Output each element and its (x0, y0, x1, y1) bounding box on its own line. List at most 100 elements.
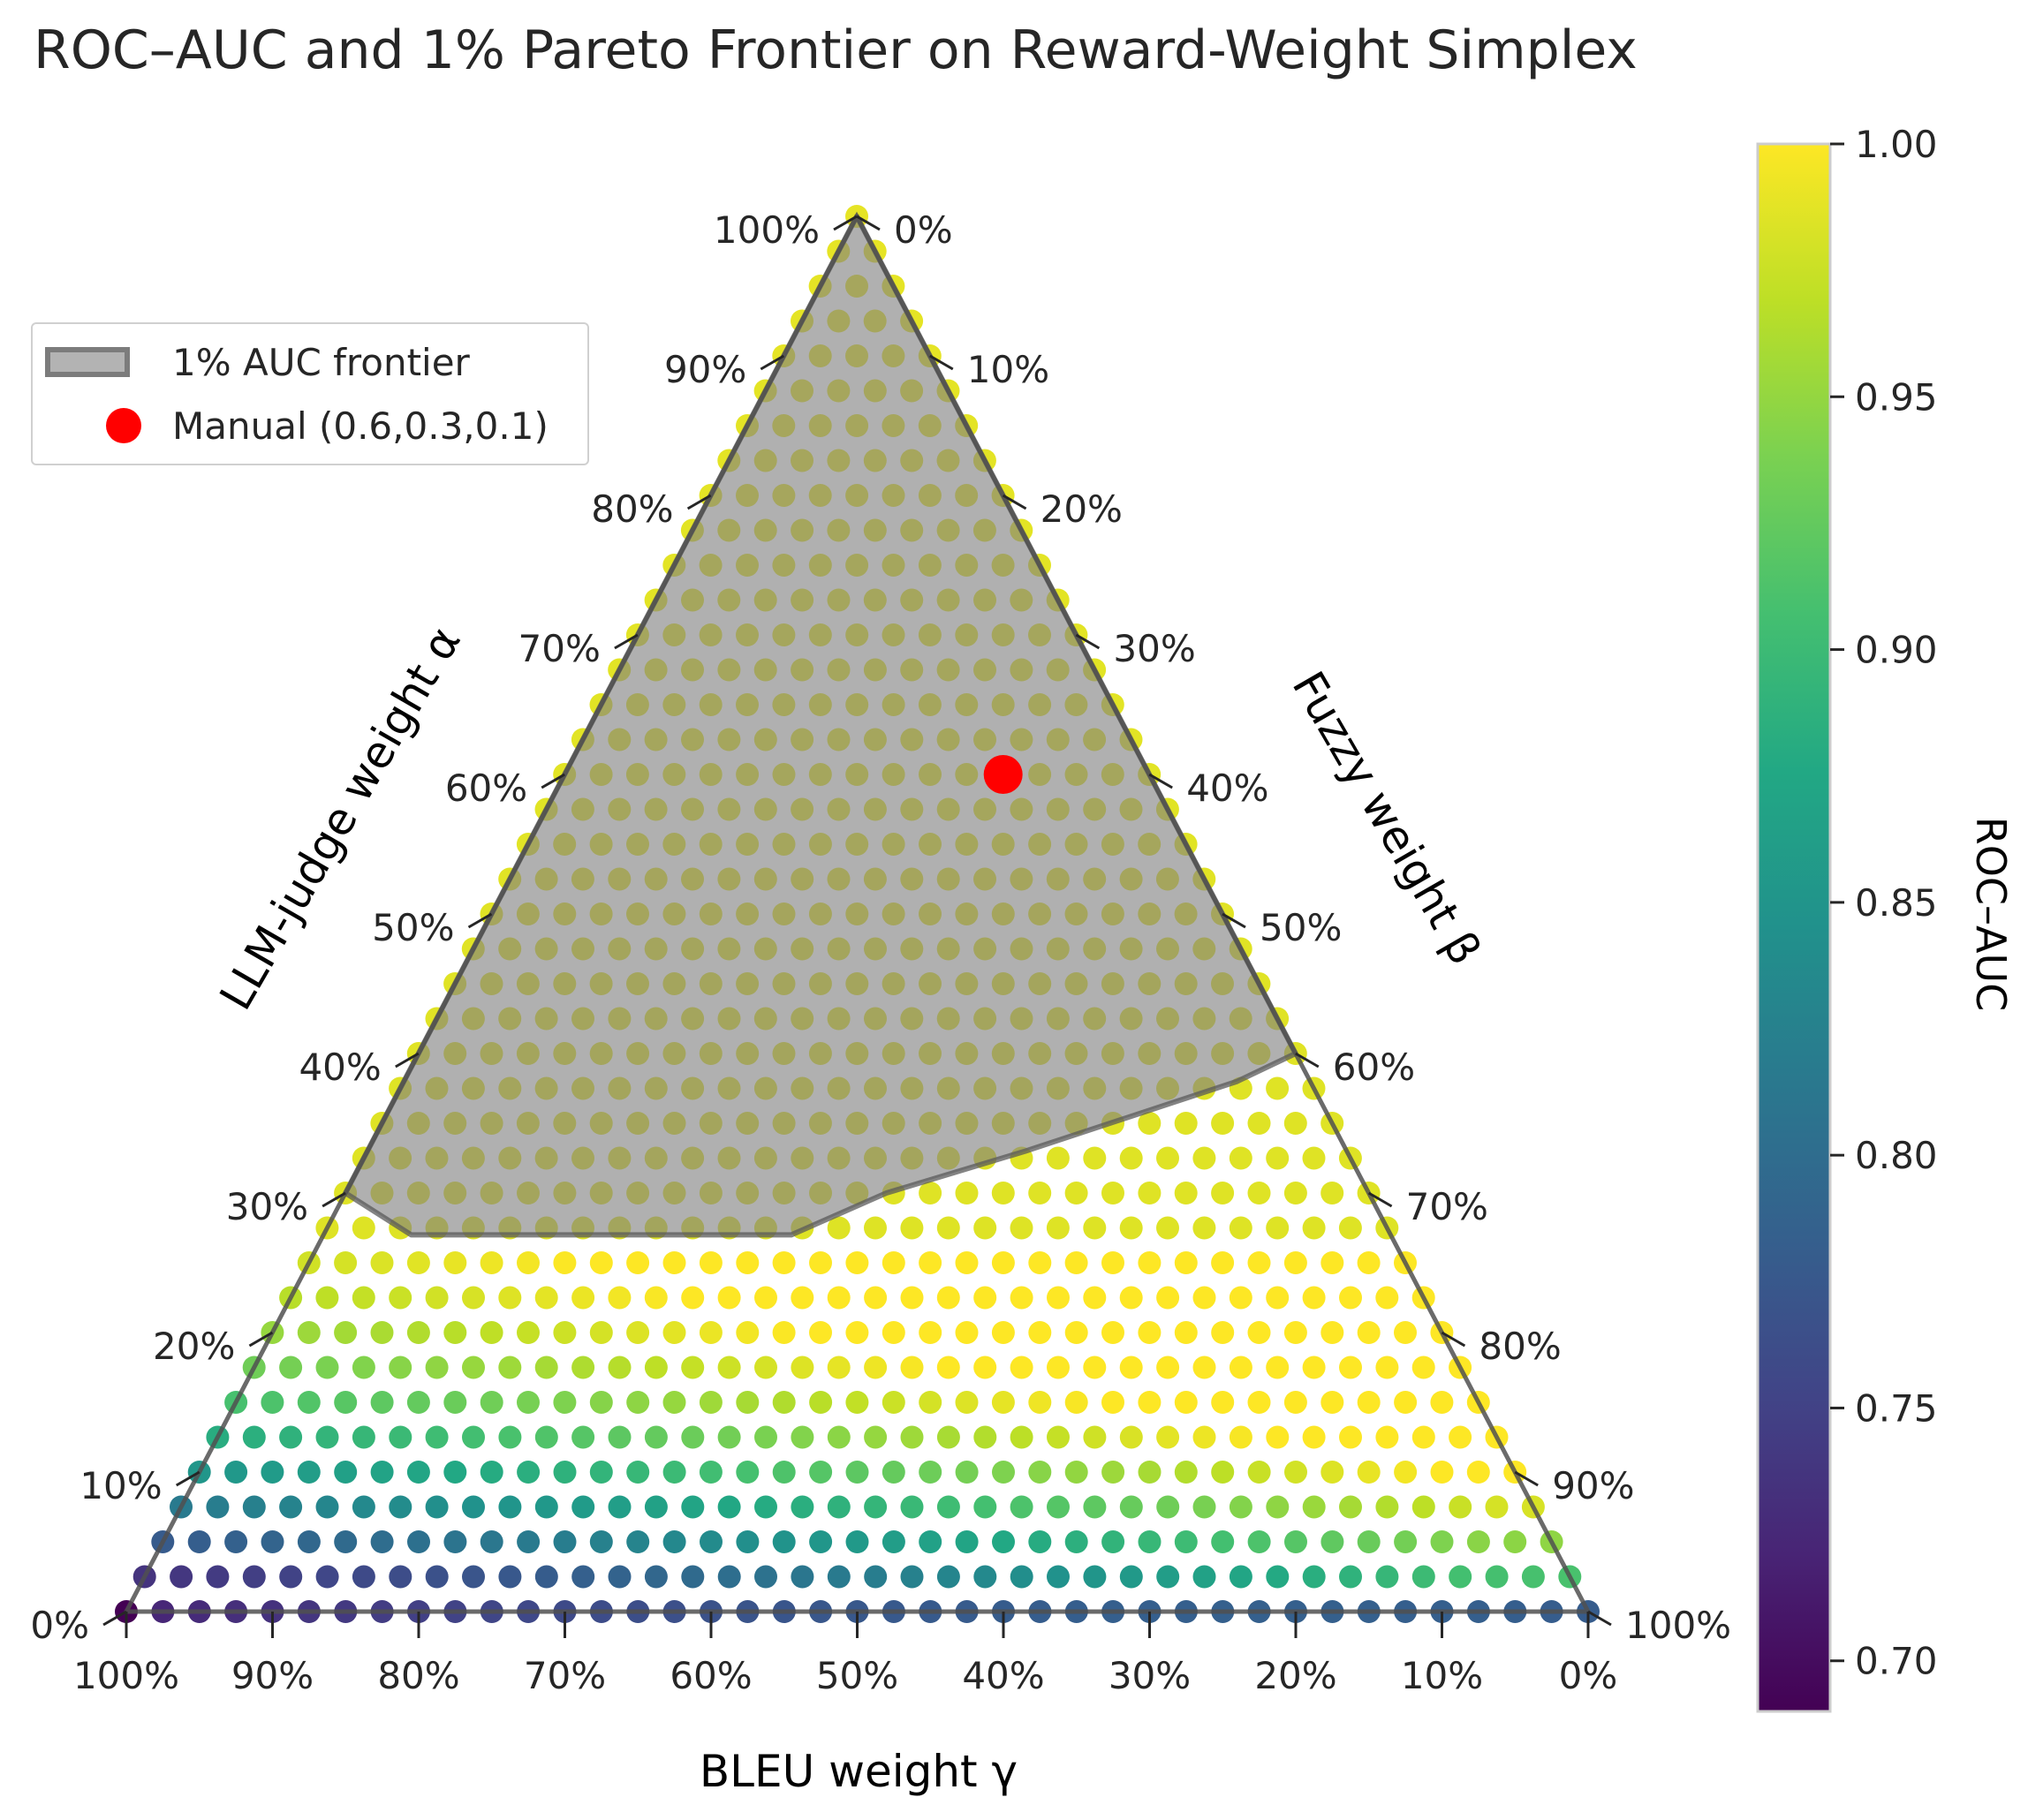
auc-point (626, 1321, 650, 1344)
auc-point (1338, 1216, 1362, 1240)
auc-point (791, 1495, 814, 1519)
alpha-tick (395, 1052, 420, 1069)
auc-point (480, 1321, 503, 1344)
auc-point (900, 1565, 924, 1589)
auc-point (681, 1565, 705, 1589)
auc-point (1119, 1495, 1143, 1519)
gamma-tick-label: 10% (1401, 1654, 1483, 1697)
auc-point (1046, 1146, 1070, 1170)
auc-point (1083, 1565, 1107, 1589)
auc-point (1229, 1146, 1252, 1170)
auc-point (553, 1391, 577, 1414)
auc-point (553, 1530, 577, 1553)
auc-point (809, 1321, 832, 1344)
auc-point (1192, 1146, 1216, 1170)
auc-point (1028, 1321, 1052, 1344)
auc-point (389, 1286, 412, 1310)
auc-point (1010, 1425, 1033, 1449)
auc-point (1357, 1321, 1381, 1344)
colorbar-tick-label: 0.75 (1855, 1386, 1938, 1430)
auc-point (1156, 1356, 1180, 1379)
alpha-tick-label: 20% (153, 1325, 235, 1368)
auc-point (589, 1391, 613, 1414)
auc-point (919, 1461, 942, 1484)
auc-point (1247, 1112, 1271, 1135)
auc-point (1339, 1495, 1362, 1519)
auc-point (1211, 1251, 1235, 1274)
auc-point (279, 1425, 303, 1449)
auc-point (1174, 1321, 1198, 1344)
gamma-tick-label: 60% (670, 1654, 752, 1697)
auc-point (406, 1461, 430, 1484)
auc-point (462, 1356, 485, 1379)
auc-point (1485, 1495, 1509, 1519)
auc-point (1064, 1321, 1088, 1344)
auc-point (1028, 1182, 1052, 1205)
auc-point (462, 1565, 485, 1589)
auc-point (1010, 1286, 1033, 1310)
auc-point (443, 1251, 467, 1274)
auc-point (699, 1391, 723, 1414)
alpha-tick-label: 10% (79, 1464, 162, 1507)
auc-point (1430, 1461, 1454, 1484)
auc-point (772, 1251, 796, 1274)
auc-point (736, 1321, 760, 1344)
auc-point (1101, 1461, 1125, 1484)
beta-tick (1441, 1331, 1466, 1348)
auc-point (845, 1321, 869, 1344)
auc-point (882, 1251, 905, 1274)
auc-point (1064, 1182, 1088, 1205)
auc-point (589, 1461, 613, 1484)
auc-point (389, 1425, 412, 1449)
colorbar-tick-label: 0.70 (1855, 1640, 1938, 1683)
gamma-tick-label: 50% (816, 1654, 898, 1697)
auc-point (334, 1530, 358, 1553)
auc-point (699, 1321, 723, 1344)
auc-point (681, 1425, 705, 1449)
auc-point (1394, 1321, 1417, 1344)
auc-point (736, 1251, 760, 1274)
auc-point (1101, 1251, 1124, 1274)
manual-legend-marker (106, 408, 141, 443)
auc-point (608, 1425, 632, 1449)
auc-point (882, 1321, 905, 1344)
auc-point (1302, 1216, 1326, 1240)
alpha-tick (248, 1331, 274, 1348)
auc-point (717, 1565, 741, 1589)
auc-point (1229, 1425, 1252, 1449)
auc-point (480, 1391, 503, 1414)
auc-point (1320, 1530, 1344, 1553)
auc-point (1064, 1530, 1088, 1553)
auc-point (1119, 1286, 1143, 1310)
auc-point (589, 1251, 613, 1274)
alpha-tick-label: 70% (518, 627, 601, 670)
auc-point (791, 1286, 814, 1310)
auc-point (1283, 1112, 1307, 1135)
auc-point (1047, 1356, 1070, 1379)
auc-point (1046, 1216, 1070, 1240)
auc-point (809, 1530, 833, 1553)
auc-point (772, 1321, 796, 1344)
alpha-tick (102, 1610, 127, 1627)
auc-point (919, 1391, 942, 1414)
auc-point (1047, 1565, 1070, 1589)
beta-tick (1367, 1191, 1393, 1208)
auc-point (370, 1251, 394, 1274)
auc-point (1211, 1112, 1235, 1135)
auc-point (1283, 1391, 1307, 1414)
auc-point (900, 1216, 924, 1240)
auc-point (1119, 1216, 1143, 1240)
auc-point (517, 1530, 541, 1553)
auc-point (1357, 1391, 1381, 1414)
beta-tick (1514, 1470, 1539, 1487)
auc-point (425, 1495, 449, 1519)
auc-point (425, 1356, 449, 1379)
auc-point (1247, 1530, 1271, 1553)
auc-point (809, 1391, 833, 1414)
auc-point (1119, 1146, 1143, 1170)
auc-point (1156, 1425, 1180, 1449)
auc-point (334, 1321, 358, 1344)
beta-tick (1002, 494, 1027, 510)
auc-point (1211, 1530, 1235, 1553)
